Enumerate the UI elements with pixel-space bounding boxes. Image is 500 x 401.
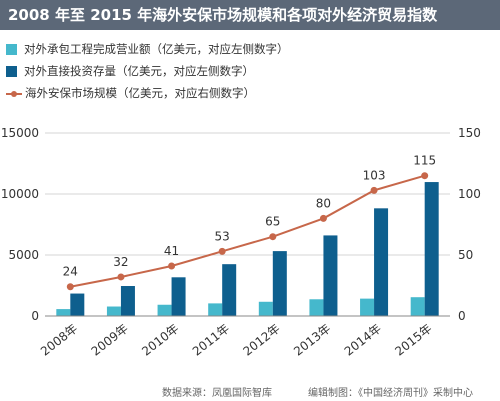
bar-fdi-stock: [120, 286, 135, 316]
bar-fdi-stock: [374, 208, 389, 316]
bar-contract-revenue: [157, 304, 172, 316]
bar-contract-revenue: [360, 298, 375, 316]
point-security-market: [269, 233, 277, 241]
bar-fdi-stock: [323, 235, 338, 316]
x-tick-label: 2014年: [342, 321, 384, 358]
data-label-security-market: 53: [215, 229, 230, 243]
point-security-market: [421, 172, 429, 180]
bar-fdi-stock: [272, 251, 287, 316]
x-tick-label: 2008年: [38, 321, 80, 358]
x-tick-label: 2013年: [291, 321, 333, 358]
data-label-security-market: 65: [265, 215, 280, 229]
bar-fdi-stock: [222, 264, 237, 316]
y-left-tick-label: 10000: [1, 187, 39, 201]
data-label-security-market: 24: [63, 265, 78, 279]
point-security-market: [218, 247, 226, 255]
point-security-market: [319, 214, 327, 222]
legend-label-security-market: 海外安保市场规模（亿美元，对应右侧数字）: [25, 86, 255, 100]
legend-label-contract-revenue: 对外承包工程完成营业额（亿美元，对应左侧数字）: [24, 42, 289, 56]
point-security-market: [117, 273, 125, 281]
y-left-tick-label: 0: [31, 309, 39, 323]
legend-item-fdi-stock: 对外直接投资存量（亿美元，对应左侧数字）: [6, 60, 289, 82]
editor-credit: 编辑制图：《中国经济周刊》采制中心: [308, 388, 473, 399]
legend-swatch-fdi-stock: [6, 65, 17, 77]
legend-swatch-contract-revenue: [6, 43, 17, 55]
x-tick-label: 2009年: [89, 321, 131, 358]
bar-contract-revenue: [56, 309, 71, 316]
chart-title: 2008 年至 2015 年海外安保市场规模和各项对外经济贸易指数: [0, 0, 500, 30]
y-right-tick-label: 100: [458, 187, 481, 201]
bar-contract-revenue: [258, 301, 273, 316]
data-label-security-market: 103: [363, 168, 386, 182]
bar-contract-revenue: [410, 297, 425, 316]
bar-fdi-stock: [70, 293, 85, 316]
bar-fdi-stock: [424, 182, 439, 316]
legend-item-security-market: 海外安保市场规模（亿美元，对应右侧数字）: [6, 82, 289, 104]
legend: 对外承包工程完成营业额（亿美元，对应左侧数字） 对外直接投资存量（亿美元，对应左…: [6, 38, 289, 104]
legend-label-fdi-stock: 对外直接投资存量（亿美元，对应左侧数字）: [24, 64, 254, 78]
bar-contract-revenue: [309, 299, 324, 316]
y-right-tick-label: 150: [458, 126, 481, 140]
x-tick-label: 2012年: [241, 321, 283, 358]
point-security-market: [168, 262, 176, 270]
x-tick-label: 2015年: [392, 321, 434, 358]
point-security-market: [370, 186, 378, 194]
y-right-tick-label: 0: [458, 309, 466, 323]
bar-contract-revenue: [106, 306, 121, 316]
data-label-security-market: 80: [316, 196, 331, 210]
x-tick-label: 2010年: [139, 321, 181, 358]
line-security-market: [70, 174, 425, 288]
y-right-tick-label: 50: [458, 248, 473, 262]
legend-item-contract-revenue: 对外承包工程完成营业额（亿美元，对应左侧数字）: [6, 38, 289, 60]
y-left-tick-label: 15000: [1, 126, 39, 140]
data-label-security-market: 32: [113, 255, 128, 269]
data-label-security-market: 41: [164, 244, 179, 258]
legend-swatch-security-market: [6, 88, 22, 99]
point-security-market: [66, 283, 74, 291]
data-source: 数据来源：凤凰国际智库: [162, 388, 272, 399]
bar-contract-revenue: [208, 303, 223, 316]
x-tick-label: 2011年: [190, 321, 232, 358]
data-label-security-market: 115: [413, 154, 436, 168]
bar-fdi-stock: [171, 277, 186, 316]
y-left-tick-label: 5000: [8, 248, 39, 262]
